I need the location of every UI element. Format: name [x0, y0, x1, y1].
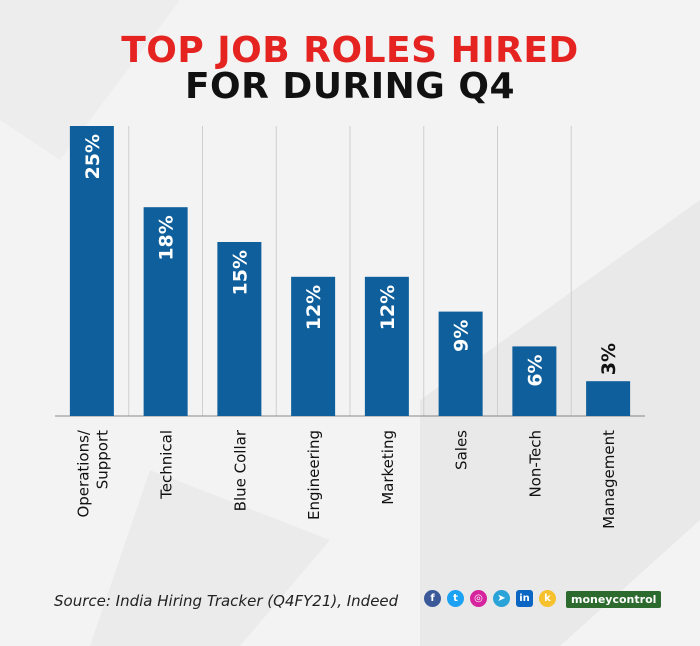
linkedin-icon[interactable]: in: [516, 590, 533, 607]
data-label: 6%: [524, 354, 546, 386]
bar: [438, 311, 483, 416]
bar: [143, 207, 188, 416]
bar: [364, 276, 409, 416]
data-label: 12%: [303, 285, 325, 330]
social-icons: f t ◎ ➤ in k: [424, 590, 556, 607]
category-label: Engineering: [305, 430, 323, 520]
koo-icon[interactable]: k: [539, 590, 556, 607]
twitter-icon[interactable]: t: [447, 590, 464, 607]
category-label: Management: [600, 430, 618, 529]
category-label: Sales: [453, 430, 471, 470]
telegram-icon[interactable]: ➤: [493, 590, 510, 607]
bar: [291, 276, 336, 416]
category-label: Marketing: [379, 430, 397, 505]
instagram-icon[interactable]: ◎: [470, 590, 487, 607]
data-label: 9%: [451, 320, 473, 352]
data-label: 15%: [229, 250, 251, 295]
data-label: 18%: [156, 215, 178, 260]
bar: [217, 242, 262, 416]
bar: [512, 346, 557, 416]
facebook-icon[interactable]: f: [424, 590, 441, 607]
bar: [586, 381, 631, 416]
moneycontrol-logo: moneycontrol: [566, 591, 662, 608]
category-label: Operations/Support: [74, 429, 111, 517]
data-label: 12%: [377, 285, 399, 330]
chart-title-line2: FOR DURING Q4: [184, 66, 516, 107]
data-label: 25%: [82, 134, 104, 179]
data-label: 3%: [598, 343, 620, 375]
source-note: Source: India Hiring Tracker (Q4FY21), I…: [54, 592, 399, 610]
chart-title-line1: TOP JOB ROLES HIRED: [121, 30, 579, 71]
category-label: Technical: [158, 430, 176, 500]
category-label: Non-Tech: [526, 430, 544, 498]
category-label: Blue Collar: [231, 429, 249, 511]
bar: [69, 126, 114, 416]
